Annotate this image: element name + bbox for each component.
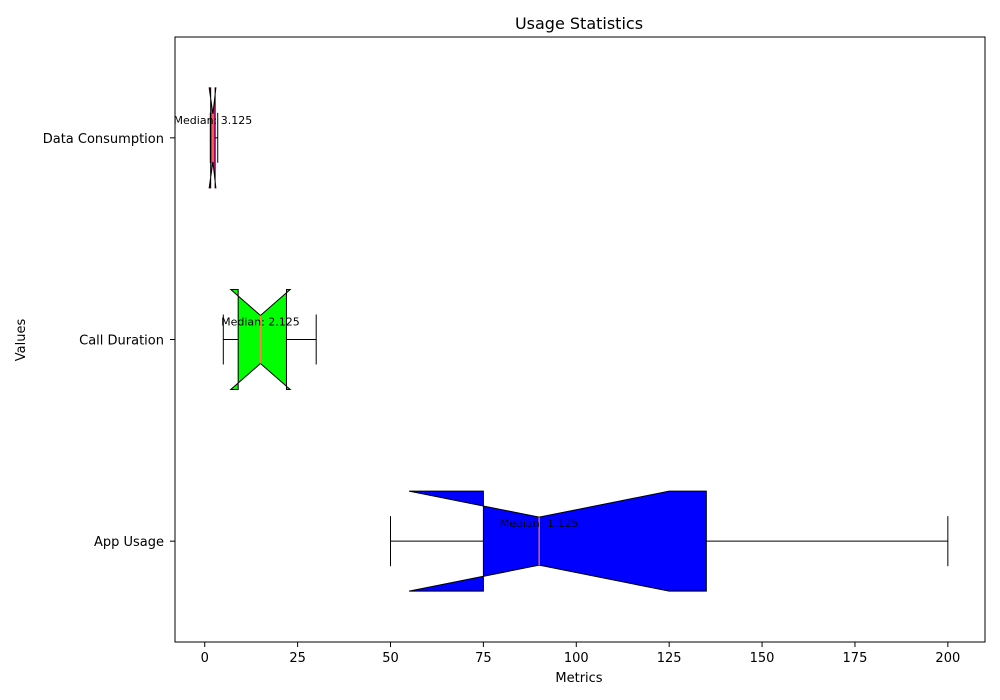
x-tick-label: 25 <box>289 651 306 666</box>
x-tick-label: 150 <box>750 651 775 666</box>
x-tick-label: 0 <box>201 651 209 666</box>
notched-box <box>408 490 707 592</box>
y-axis-title: Values <box>14 319 29 362</box>
chart-title: Usage Statistics <box>515 14 643 33</box>
x-tick-label: 175 <box>843 651 868 666</box>
x-tick-label: 75 <box>475 651 492 666</box>
y-tick-label: Data Consumption <box>43 132 164 147</box>
median-label: Median: 2.125 <box>221 316 300 329</box>
y-tick-label: App Usage <box>94 535 164 550</box>
y-tick-label: Call Duration <box>79 334 164 349</box>
x-tick-label: 50 <box>382 651 399 666</box>
plot-frame <box>174 36 986 643</box>
x-axis-title: Metrics <box>555 671 602 686</box>
plot-area: 0 25 50 75 100 125 150 175 200 App Usage Call Dura… <box>43 87 960 666</box>
x-tick-label: 125 <box>657 651 682 666</box>
median-label: Median: 1.125 <box>500 517 579 530</box>
x-tick-label: 200 <box>935 651 960 666</box>
median-label: Median: 3.125 <box>174 114 253 127</box>
x-tick-label: 100 <box>564 651 589 666</box>
